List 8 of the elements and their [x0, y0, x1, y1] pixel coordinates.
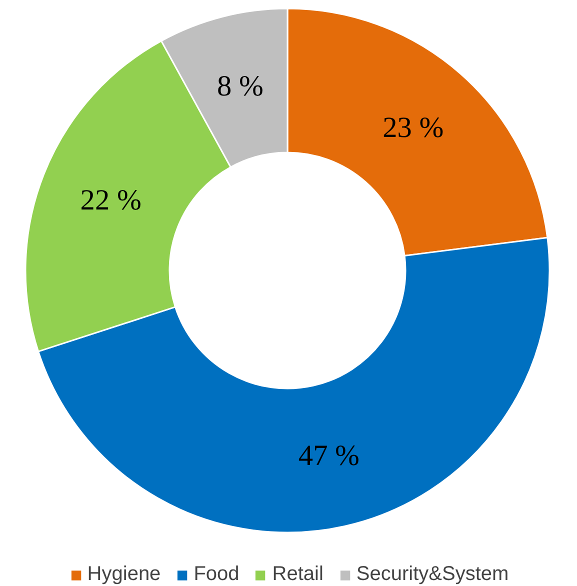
data-label: 47 %	[298, 440, 360, 472]
legend-label: Hygiene	[87, 563, 161, 586]
data-label: 23 %	[382, 112, 444, 144]
data-label: 8 %	[217, 70, 264, 102]
data-label: 22 %	[80, 184, 142, 217]
legend-label: Security&System	[356, 563, 509, 586]
legend-label: Retail	[272, 563, 324, 586]
legend-label: Food	[194, 563, 240, 586]
